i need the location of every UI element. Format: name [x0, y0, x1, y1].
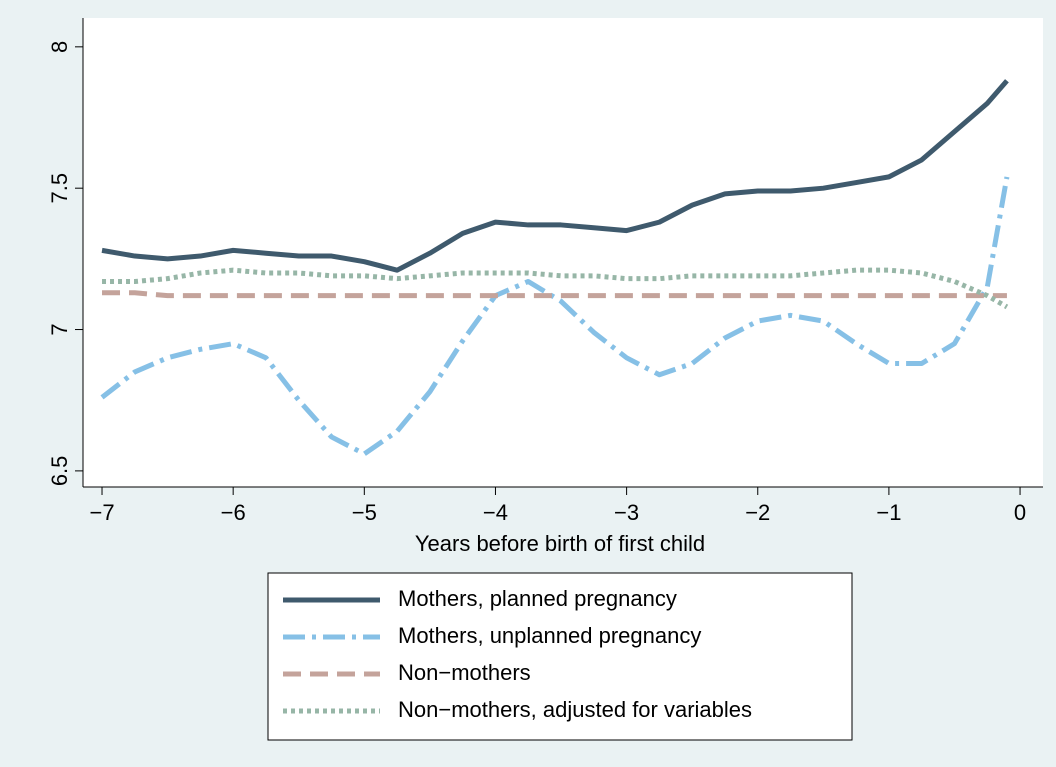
x-tick-label: −4 — [483, 500, 508, 525]
y-tick-label: 7 — [47, 323, 72, 335]
x-tick-label: −3 — [614, 500, 639, 525]
series-line — [102, 290, 1007, 299]
legend-label: Non−mothers, adjusted for variables — [398, 697, 752, 722]
legend-label: Mothers, planned pregnancy — [398, 586, 677, 611]
x-tick-label: −5 — [352, 500, 377, 525]
y-tick-label: 6.5 — [47, 456, 72, 487]
x-tick-label: −1 — [876, 500, 901, 525]
series-line — [101, 79, 1009, 273]
x-axis-label: Years before birth of first child — [415, 531, 705, 556]
x-tick-label: 0 — [1014, 500, 1026, 525]
series-line — [102, 267, 1009, 310]
series-line — [100, 176, 1010, 457]
y-tick-label: 8 — [47, 41, 72, 53]
y-tick-label: 7.5 — [47, 173, 72, 204]
x-tick-label: −7 — [89, 500, 114, 525]
legend-label: Mothers, unplanned pregnancy — [398, 623, 701, 648]
x-tick-label: −6 — [221, 500, 246, 525]
x-tick-label: −2 — [745, 500, 770, 525]
legend-label: Non−mothers — [398, 660, 531, 685]
